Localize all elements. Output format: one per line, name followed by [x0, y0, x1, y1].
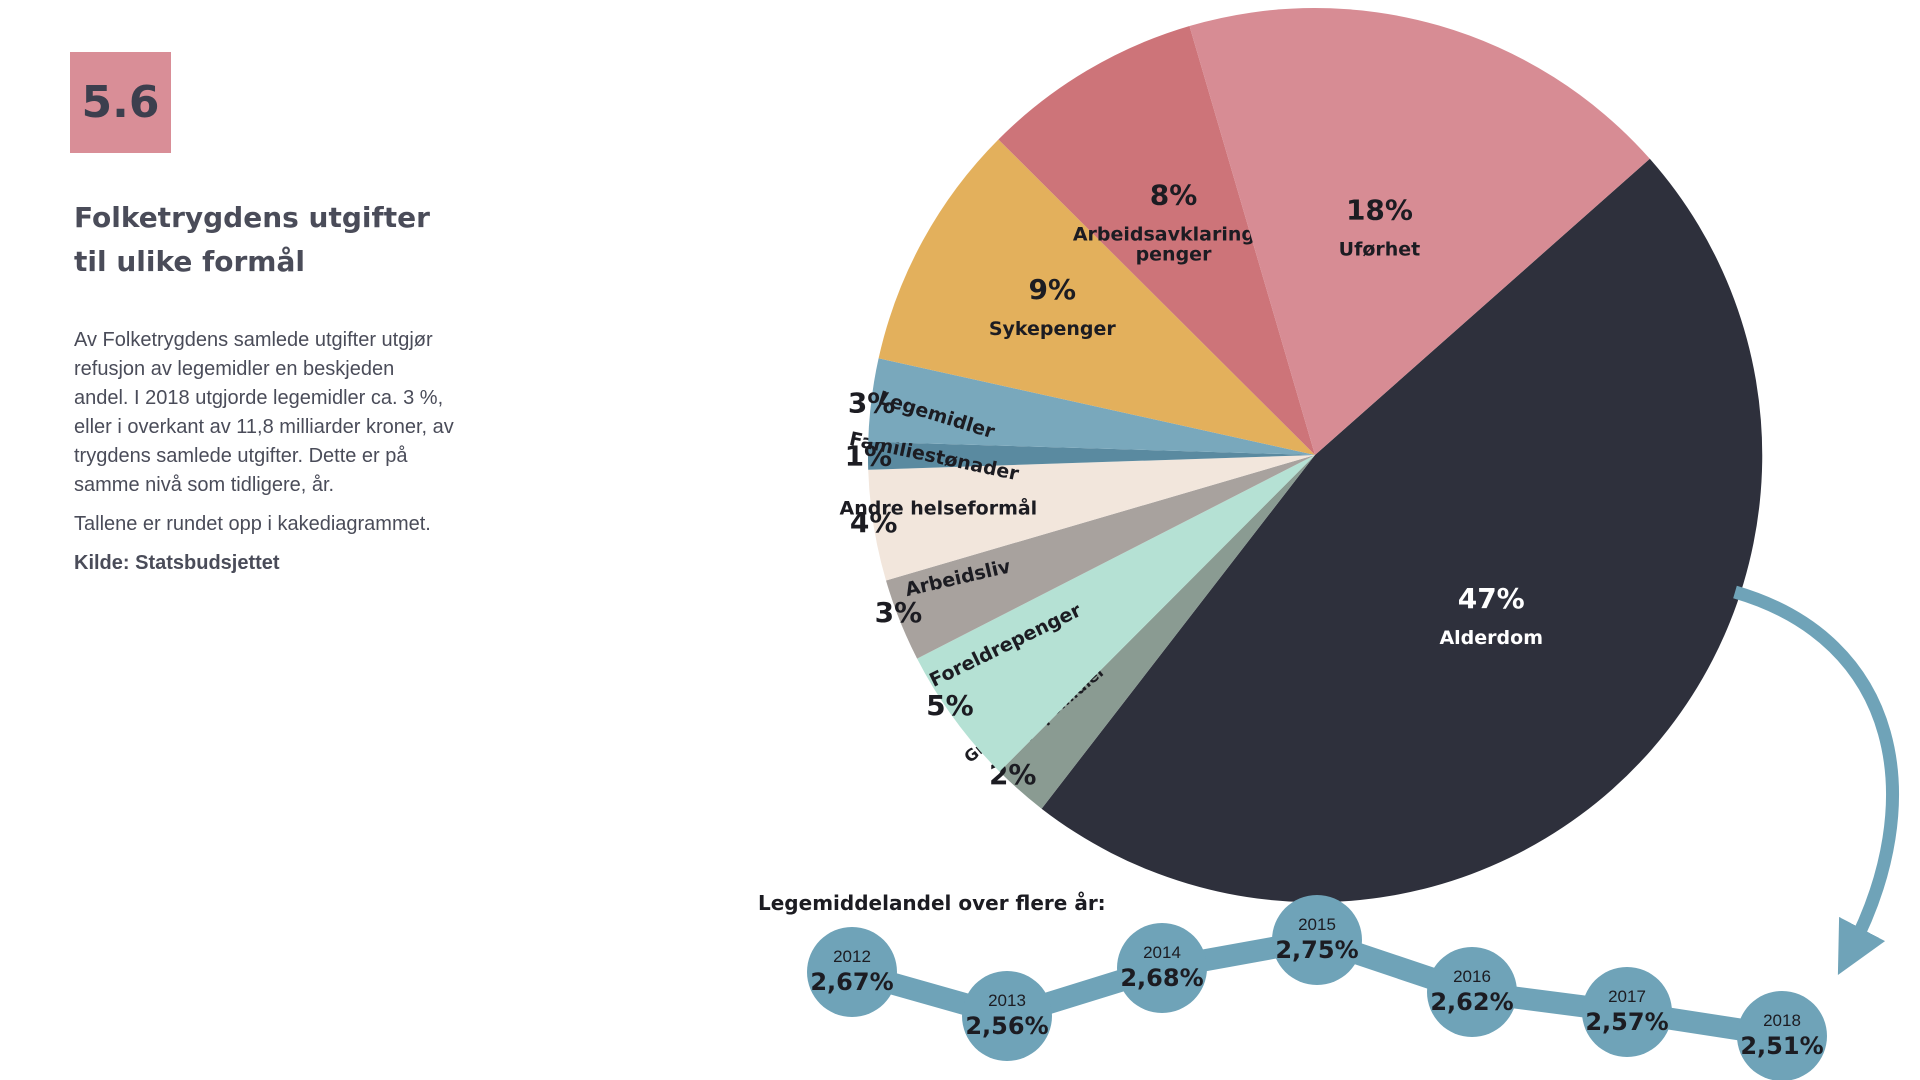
trend-point-2017	[1582, 967, 1672, 1057]
trend-year-label: 2015	[1298, 915, 1336, 934]
slice-value-alderdom: 47%	[1458, 582, 1525, 615]
trend-value-label: 2,68%	[1120, 964, 1203, 992]
description-text: Av Folketrygdens samlede utgifter utgjør…	[74, 326, 454, 588]
pie-slice-uf-rhet	[1189, 8, 1650, 455]
slice-value-familiest-nader: 1%	[845, 440, 893, 473]
trend-point-2016	[1427, 947, 1517, 1037]
slice-label-group-alderdom: 47% Alderdom	[1439, 582, 1543, 649]
slice-label-arbeidsavklaringspenger: Arbeidsavklarings-	[1073, 224, 1274, 246]
pie-slice-sykepenger	[878, 139, 1315, 455]
slice-label-wrap-andre-helseformal: Andre helseformål	[840, 495, 1038, 519]
pie-slice-arbeidsliv	[886, 455, 1315, 659]
trend-value-label: 2,67%	[810, 968, 893, 996]
trend-year-label: 2014	[1143, 943, 1181, 962]
rounding-note: Tallene er rundet opp i kakediagrammet.	[74, 513, 431, 535]
trend-value-label: 2,51%	[1740, 1032, 1823, 1060]
slice-value-andre-helseformal: 4%	[850, 506, 898, 539]
source-note: Kilde: Statsbudsjettet	[74, 552, 280, 574]
pie-slice-legemidler	[868, 358, 1315, 455]
trend-year-label: 2017	[1608, 987, 1646, 1006]
trend-chart: 2012 2,67% 2013 2,56% 2014 2,68% 2015 2,75% 2016…	[807, 895, 1827, 1080]
pie-slice-foreldrepenger	[917, 455, 1315, 772]
pie-slice-alderdom	[1041, 158, 1763, 903]
trend-year-label: 2016	[1453, 967, 1491, 986]
slice-label-group-andre-helseformal: 4%Andre helseformål	[840, 495, 1038, 539]
slice-value-uf-rhet: 18%	[1346, 194, 1413, 227]
trend-value-label: 2,56%	[965, 1012, 1048, 1040]
slice-value-legemidler: 3%	[848, 387, 896, 420]
slice-label-group-arbeidsavklaringspenger: 8% Arbeidsavklarings-penger	[1073, 179, 1274, 266]
trend-point-2012	[807, 927, 897, 1017]
slice-label-group-sykepenger: 9% Sykepenger	[989, 273, 1117, 340]
trend-point-2015	[1272, 895, 1362, 985]
slice-label-arbeidsavklaringspenger: penger	[1136, 244, 1213, 266]
trend-point-2018	[1737, 991, 1827, 1080]
pie-slice-andre-helseformal	[868, 455, 1315, 581]
trend-year-label: 2013	[988, 991, 1026, 1010]
page-title-line-1: Folketrygdens utgifter	[74, 201, 430, 234]
trend-value-label: 2,62%	[1430, 988, 1513, 1016]
pie-slice-arbeidsavklaringspenger	[998, 26, 1315, 455]
description-paragraph: Av Folketrygdens samlede utgifter utgjør…	[74, 329, 454, 496]
trend-value-label: 2,57%	[1585, 1008, 1668, 1036]
section-number-badge: 5.6	[70, 52, 171, 153]
pie-slice-familiest-nader	[867, 441, 1315, 470]
slice-value-sykepenger: 9%	[1029, 273, 1077, 306]
slice-label-group-uf-rhet: 18% Uførhet	[1339, 194, 1421, 261]
trend-year-label: 2012	[833, 947, 871, 966]
slice-label-uf-rhet: Uførhet	[1339, 239, 1421, 261]
slice-value-foreldrepenger: 5%	[926, 689, 974, 722]
connector-arrow	[1733, 585, 1899, 976]
page-title-line-2: til ulike formål	[74, 245, 305, 278]
slice-label-andre-helseformal: Andre helseformål	[840, 495, 1038, 519]
section-number: 5.6	[81, 77, 160, 128]
trend-point-2014	[1117, 923, 1207, 1013]
trend-year-label: 2018	[1763, 1011, 1801, 1030]
slice-label-alderdom: Alderdom	[1439, 627, 1543, 649]
slice-label-sykepenger: Sykepenger	[989, 318, 1117, 340]
slice-value-arbeidsavklaringspenger: 8%	[1150, 179, 1198, 212]
trend-point-2013	[962, 971, 1052, 1061]
trend-value-label: 2,75%	[1275, 936, 1358, 964]
page-title: Folketrygdens utgifter til ulike formål	[74, 196, 474, 284]
slice-value-arbeidsliv: 3%	[875, 596, 923, 629]
pie-slice-grunn-og-hjelpest-nad-hjelpemidler	[999, 455, 1315, 809]
trend-title: Legemiddelandel over flere år:	[758, 891, 1106, 915]
